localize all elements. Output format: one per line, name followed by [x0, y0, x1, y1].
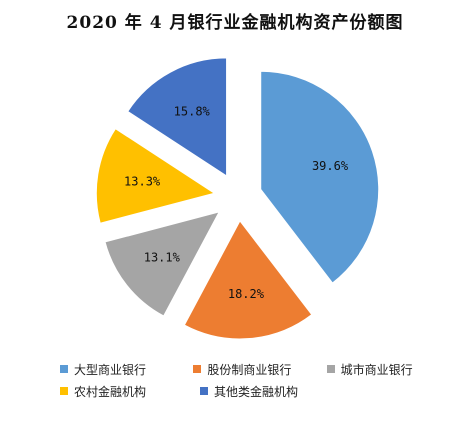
legend-swatch-0	[60, 365, 68, 373]
pie-slice-3	[95, 128, 216, 224]
legend-label-2: 城市商业银行	[340, 362, 413, 377]
pie-slice-2	[104, 211, 221, 317]
legend-label-4: 其他类金融机构	[214, 384, 299, 399]
legend-swatch-3	[60, 387, 68, 395]
pie-slice-0	[260, 70, 380, 284]
slice-label-3: 13.3%	[124, 174, 161, 188]
legend-label-0: 大型商业银行	[74, 362, 147, 377]
chart-title: 2020 年 4 月银行业金融机构资产份额图	[66, 13, 404, 33]
legend-swatch-2	[326, 365, 335, 373]
slice-label-2: 13.1%	[144, 250, 181, 264]
pie-slice-4	[127, 57, 228, 177]
legend-label-1: 股份制商业银行	[207, 362, 292, 377]
slice-label-4: 15.8%	[174, 105, 211, 119]
legend-label-3: 农村金融机构	[74, 384, 147, 399]
legend-item-0: 大型商业银行	[60, 361, 193, 378]
pie-slice-1	[183, 219, 313, 340]
slice-label-1: 18.2%	[228, 287, 265, 301]
legend-row-0: 大型商业银行 股份制商业银行 城市商业银行	[60, 358, 460, 380]
legend-item-4: 其他类金融机构	[200, 383, 340, 400]
legend: 大型商业银行 股份制商业银行 城市商业银行农村金融机构 其他类金融机构	[60, 358, 460, 402]
legend-item-3: 农村金融机构	[60, 383, 200, 400]
legend-swatch-4	[200, 387, 208, 395]
legend-row-1: 农村金融机构 其他类金融机构	[60, 380, 460, 402]
legend-item-1: 股份制商业银行	[193, 361, 326, 378]
legend-swatch-1	[193, 365, 202, 373]
legend-item-2: 城市商业银行	[326, 361, 460, 378]
slice-label-0: 39.6%	[312, 159, 349, 173]
